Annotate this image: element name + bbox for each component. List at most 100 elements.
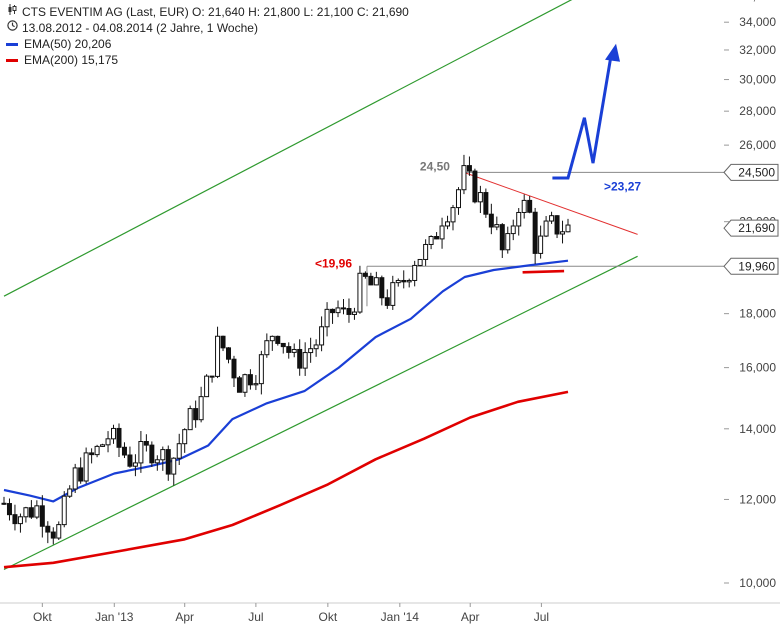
candle-body	[401, 279, 407, 283]
candle-body	[220, 335, 226, 349]
candle-body	[319, 326, 325, 346]
x-tick-label: Apr	[175, 610, 194, 624]
candle-body	[100, 444, 106, 447]
candle-body	[258, 354, 264, 385]
candle-body	[198, 396, 204, 421]
candle-body	[565, 224, 571, 233]
x-tick-label: Jul	[534, 610, 549, 624]
candle-body	[554, 215, 560, 235]
candle-body	[351, 311, 357, 315]
candle-body	[488, 213, 494, 228]
support-mark-line	[522, 269, 565, 274]
candle-body	[231, 358, 237, 379]
candle-body	[335, 307, 341, 314]
price-tag: 21,690	[723, 219, 779, 237]
candle-body	[532, 211, 538, 254]
candle-body	[510, 225, 516, 235]
resistance-line	[463, 171, 638, 235]
candle-body	[423, 243, 429, 260]
legend-ema50-row: EMA(50) 20,206	[6, 36, 409, 52]
candle-body	[538, 235, 544, 254]
chart-legend: CTS EVENTIM AG (Last, EUR) O: 21,640 H: …	[6, 4, 409, 68]
ema200-line	[3, 390, 569, 569]
support-label: <19,96	[315, 257, 352, 271]
projection-path	[552, 55, 613, 180]
candle-body	[236, 377, 242, 393]
candle-body	[204, 375, 210, 398]
candle-body	[253, 383, 259, 386]
candle-body	[357, 272, 363, 313]
candle-body	[28, 507, 34, 518]
candle-body	[439, 225, 445, 240]
chart-title: CTS EVENTIM AG (Last, EUR) O: 21,640 H: …	[22, 5, 409, 19]
candle-body	[17, 516, 23, 525]
price-tag-box	[723, 219, 779, 237]
candle-body	[50, 531, 56, 539]
price-tag-label: 24,500	[738, 165, 775, 179]
candle-body	[45, 525, 51, 533]
candle-body	[61, 495, 67, 526]
candle-body	[434, 236, 440, 240]
candle-body	[264, 340, 270, 356]
target-label: >23,27	[604, 179, 641, 193]
candle-body	[390, 282, 396, 306]
candle-body	[494, 224, 500, 228]
candle-body	[275, 335, 281, 344]
candle-body	[89, 452, 95, 456]
candle-body	[466, 165, 472, 172]
candle-body	[286, 346, 292, 353]
ema50-label: EMA(50) 20,206	[24, 37, 112, 51]
candle-body	[34, 505, 40, 518]
candle-body	[330, 308, 336, 314]
legend-ema200-row: EMA(200) 15,175	[6, 52, 409, 68]
candle-body	[132, 462, 138, 467]
projection-arrowhead	[605, 43, 621, 62]
candle-body	[67, 488, 73, 497]
y-tick-label: 34,000	[739, 15, 776, 29]
candle-body	[417, 258, 423, 266]
candle-body	[176, 443, 182, 459]
candle-body	[149, 444, 155, 464]
candle-body	[242, 374, 248, 393]
price-tag-label: 21,690	[738, 221, 775, 235]
candle-body	[521, 199, 527, 213]
x-tick-label: Jan '13	[95, 610, 134, 624]
candlestick-icon	[6, 4, 18, 20]
candle-body	[121, 446, 127, 456]
candle-body	[297, 348, 303, 369]
x-tick-label: Okt	[319, 610, 338, 624]
candle-body	[302, 352, 308, 369]
candle-body	[12, 514, 18, 525]
candle-body	[83, 452, 89, 482]
candle-body	[78, 467, 84, 482]
candle-body	[313, 344, 319, 350]
candle-body	[182, 429, 188, 445]
chart-period: 13.08.2012 - 04.08.2014 (2 Jahre, 1 Woch…	[22, 21, 258, 35]
candle-body	[499, 224, 505, 251]
candle-body	[373, 277, 379, 286]
ema200-swatch	[6, 58, 18, 62]
candle-body	[346, 308, 352, 315]
candle-body	[280, 342, 286, 348]
candle-body	[472, 170, 478, 203]
candle-body	[247, 374, 253, 386]
candle-body	[160, 449, 166, 461]
candle-body	[226, 347, 232, 360]
y-tick-label: 10,000	[739, 576, 776, 590]
y-tick-label: 30,000	[739, 73, 776, 87]
candle-body	[308, 348, 314, 354]
candle-body	[187, 408, 193, 431]
y-tick-label: 16,000	[739, 361, 776, 375]
legend-period-row: 13.08.2012 - 04.08.2014 (2 Jahre, 1 Woch…	[6, 20, 409, 36]
y-tick-label: 14,000	[739, 422, 776, 436]
y-tick-label: 28,000	[739, 104, 776, 118]
candle-body	[368, 275, 374, 286]
candle-body	[340, 307, 346, 310]
candles-layer	[1, 154, 571, 545]
candle-body	[171, 457, 177, 475]
x-tick-label: Okt	[33, 610, 52, 624]
channel-lower-line	[3, 255, 638, 571]
